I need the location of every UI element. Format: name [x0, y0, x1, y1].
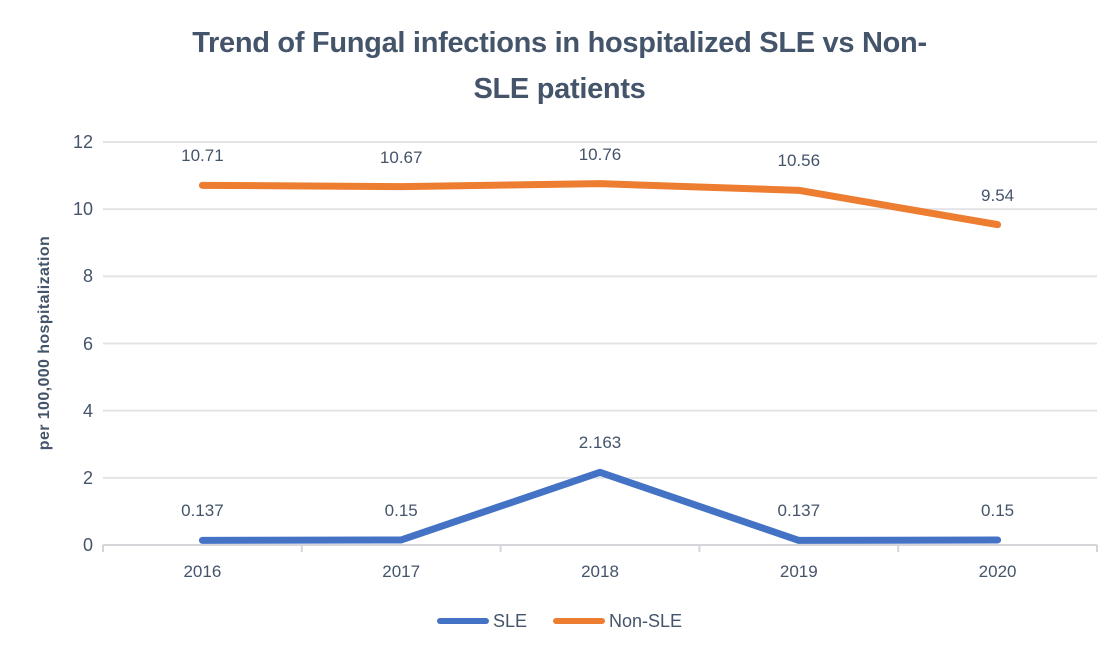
legend-item-non-sle: Non-SLE: [552, 610, 683, 632]
chart-title: Trend of Fungal infections in hospitaliz…: [0, 20, 1119, 112]
legend-label-sle: SLE: [492, 611, 527, 631]
legend-line-swatch-sle: [436, 618, 489, 624]
legend: SLE Non-SLE: [0, 606, 1119, 636]
sle-series-line: [198, 468, 1002, 544]
chart-title-line-2: SLE patients: [473, 73, 646, 105]
y-axis-title: per 100,000 hospitalization: [36, 235, 53, 451]
legend-item-sle: SLE: [436, 610, 527, 632]
legend-line-swatch-non-sle: [552, 618, 605, 624]
legend-label-non-sle: Non-SLE: [608, 611, 683, 631]
chart-title-line-1: Trend of Fungal infections in hospitaliz…: [192, 27, 927, 59]
non-sle-series-line: [198, 180, 1002, 229]
